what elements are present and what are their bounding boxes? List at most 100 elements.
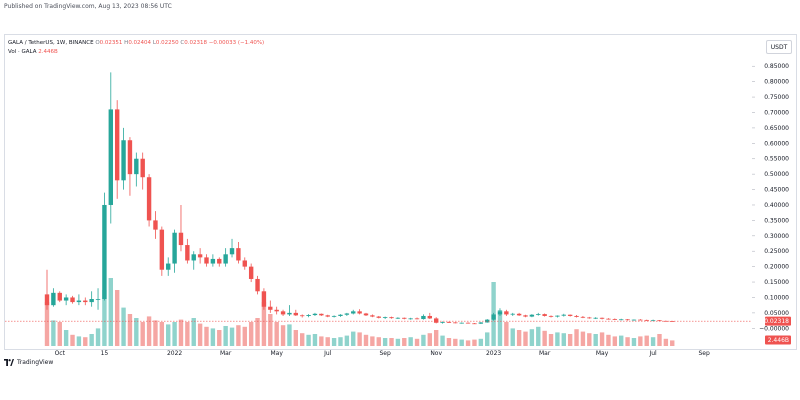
volume-bar	[510, 328, 515, 346]
volume-bar	[631, 338, 637, 346]
currency-unit-button[interactable]: USDT	[766, 40, 792, 54]
volume-label[interactable]: Vol · GALA	[8, 49, 37, 55]
volume-bar	[57, 322, 62, 346]
candle-body	[580, 316, 586, 318]
time-axis-label: Sep	[379, 350, 391, 357]
candle-body	[127, 140, 133, 175]
volume-bar	[166, 324, 171, 346]
volume-bar	[121, 307, 126, 346]
price-tick-label: 0.20000	[764, 264, 789, 271]
volume-bar	[280, 325, 286, 346]
candle-body	[478, 322, 484, 324]
candle-body	[312, 313, 318, 316]
price-tick-label: 0.45000	[764, 187, 789, 194]
price-tick-label: 0.50000	[764, 171, 789, 178]
volume-bar	[268, 314, 273, 346]
volume-bar	[134, 318, 139, 346]
candle-body	[644, 319, 649, 321]
volume-bar	[408, 337, 413, 346]
low-value: 0.02250	[155, 40, 179, 46]
candle-body	[261, 291, 267, 307]
footer: TradingView	[4, 359, 53, 366]
candle-body	[453, 322, 458, 324]
candle-body	[465, 322, 471, 324]
time-axis-label: 2023	[486, 350, 501, 357]
volume-row: Vol · GALA 2.446B	[8, 48, 264, 57]
volume-bar	[223, 326, 228, 346]
volume-bar	[414, 338, 420, 346]
volume-bar	[274, 322, 279, 346]
volume-bar	[344, 335, 350, 346]
candle-body	[51, 292, 56, 306]
volume-bar	[370, 336, 375, 346]
candle-body	[440, 322, 445, 323]
volume-bar	[178, 319, 184, 346]
candle-body	[83, 300, 88, 303]
candle-body	[159, 229, 165, 270]
volume-bar	[606, 334, 611, 346]
candle-body	[657, 320, 662, 322]
volume-bar	[459, 339, 464, 346]
volume-bar	[95, 328, 101, 346]
candle-body	[344, 313, 350, 315]
brand-label[interactable]: TradingView	[17, 359, 54, 366]
candle-body	[606, 318, 611, 320]
time-axis-label: 15	[101, 350, 109, 357]
volume-bar	[446, 338, 452, 346]
volume-bar	[644, 335, 649, 346]
candle-body	[574, 315, 579, 317]
time-axis-label: 2022	[167, 350, 182, 357]
volume-bar	[529, 329, 535, 346]
candle-body	[504, 311, 509, 315]
candle-body	[529, 314, 535, 317]
volume-bar	[574, 329, 579, 346]
candle-body	[567, 314, 573, 316]
candle-body	[153, 220, 158, 230]
candle-body	[280, 311, 286, 315]
price-tick-label: 0.15000	[764, 279, 789, 286]
candle-body	[63, 297, 69, 301]
candle-body	[516, 313, 522, 316]
candle-body	[376, 316, 381, 318]
candle-body	[351, 311, 356, 314]
candle-body	[255, 278, 260, 292]
price-tick-label: 0.75000	[764, 94, 789, 101]
volume-bar	[663, 338, 669, 346]
symbol-label[interactable]: GALA / TetherUS, 1W, BINANCE	[8, 40, 94, 46]
volume-bar	[306, 334, 311, 346]
time-axis-label: Jul	[323, 350, 332, 357]
candle-body	[523, 315, 528, 317]
candle-body	[650, 320, 656, 322]
candle-body	[382, 317, 388, 318]
price-tick-label: 0.05000	[764, 310, 789, 317]
volume-bar	[172, 322, 177, 346]
candle-body	[70, 297, 75, 303]
volume-bar	[625, 337, 630, 346]
candle-body	[638, 319, 643, 321]
volume-bar	[51, 320, 56, 346]
candle-body	[287, 312, 292, 315]
candle-body	[427, 315, 432, 319]
candle-body	[619, 319, 624, 321]
price-tick-label: 0.60000	[764, 140, 789, 147]
price-tick-label: 0.40000	[764, 202, 789, 209]
candle-body	[395, 317, 401, 319]
volume-bar	[427, 333, 432, 346]
volume-bar	[102, 290, 107, 346]
candle-body	[44, 294, 50, 306]
volume-bar	[153, 320, 158, 346]
volume-bar	[44, 302, 50, 346]
volume-bar	[312, 334, 318, 346]
chart-legend: GALA / TetherUS, 1W, BINANCE O0.02351 H0…	[8, 39, 264, 57]
time-axis-label: Sep	[698, 350, 710, 357]
volume-bar	[542, 330, 547, 346]
candle-body	[555, 315, 560, 317]
candle-body	[446, 322, 452, 323]
candle-body	[631, 319, 637, 321]
volume-bar	[548, 334, 554, 346]
volume-bar	[657, 334, 662, 346]
open-value: 0.02351	[99, 40, 123, 46]
price-tick-label: 0.70000	[764, 109, 789, 116]
volume-bar	[210, 328, 216, 346]
